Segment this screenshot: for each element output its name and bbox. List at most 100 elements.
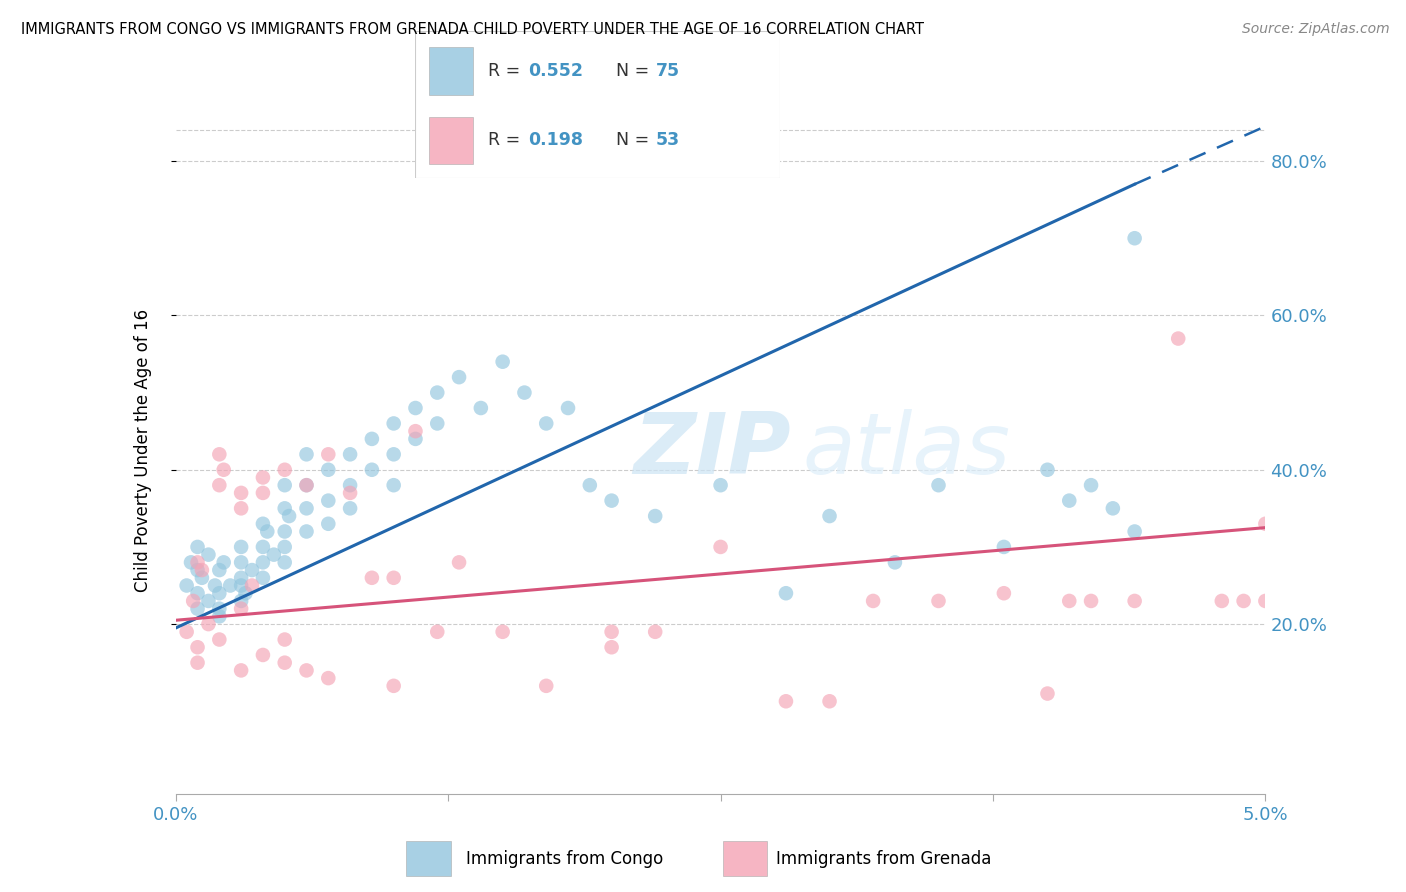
Point bbox=[274, 540, 297, 554]
Point bbox=[208, 563, 231, 577]
Point bbox=[252, 516, 274, 531]
Point bbox=[382, 679, 405, 693]
Point bbox=[295, 478, 318, 492]
Point bbox=[191, 571, 214, 585]
Text: R =: R = bbox=[488, 62, 526, 80]
Point bbox=[1123, 231, 1146, 245]
Point bbox=[818, 509, 841, 524]
Text: 0.552: 0.552 bbox=[529, 62, 583, 80]
Point bbox=[295, 447, 318, 461]
Point bbox=[252, 486, 274, 500]
Point bbox=[1080, 594, 1102, 608]
Point bbox=[231, 501, 253, 516]
Point bbox=[1036, 463, 1059, 477]
Point bbox=[274, 555, 297, 569]
Point bbox=[1254, 594, 1277, 608]
Point bbox=[181, 594, 204, 608]
Text: 75: 75 bbox=[657, 62, 681, 80]
Point bbox=[318, 516, 340, 531]
Point bbox=[492, 355, 515, 369]
Point bbox=[405, 401, 427, 415]
Point bbox=[204, 578, 226, 592]
Point bbox=[176, 578, 198, 592]
Point bbox=[360, 432, 382, 446]
Point bbox=[212, 555, 235, 569]
Point bbox=[278, 509, 301, 524]
Point bbox=[318, 447, 340, 461]
Point bbox=[219, 578, 242, 592]
Point bbox=[252, 540, 274, 554]
Point bbox=[252, 571, 274, 585]
Point bbox=[470, 401, 492, 415]
Point bbox=[274, 656, 297, 670]
Point bbox=[1254, 516, 1277, 531]
Point bbox=[186, 640, 209, 655]
Point bbox=[231, 664, 253, 678]
Point bbox=[775, 586, 797, 600]
Point bbox=[191, 563, 214, 577]
Point bbox=[1057, 493, 1080, 508]
Point bbox=[557, 401, 579, 415]
Point bbox=[710, 540, 733, 554]
Point bbox=[710, 478, 733, 492]
Point bbox=[208, 609, 231, 624]
Point bbox=[534, 417, 557, 431]
Point bbox=[928, 594, 950, 608]
Point bbox=[256, 524, 278, 539]
Point bbox=[231, 578, 253, 592]
Point bbox=[212, 463, 235, 477]
Point bbox=[274, 632, 297, 647]
Point bbox=[274, 478, 297, 492]
Text: Immigrants from Congo: Immigrants from Congo bbox=[467, 849, 664, 868]
Point bbox=[600, 493, 623, 508]
Point bbox=[382, 447, 405, 461]
Point bbox=[360, 463, 382, 477]
Point bbox=[1057, 594, 1080, 608]
Point bbox=[339, 486, 361, 500]
Point bbox=[180, 555, 202, 569]
Point bbox=[426, 385, 449, 400]
Text: atlas: atlas bbox=[803, 409, 1011, 492]
Point bbox=[197, 594, 219, 608]
Point bbox=[1167, 332, 1189, 346]
Point bbox=[1211, 594, 1233, 608]
Point bbox=[1080, 478, 1102, 492]
Point bbox=[240, 578, 263, 592]
Point bbox=[235, 586, 257, 600]
Point bbox=[644, 624, 666, 639]
Point bbox=[208, 601, 231, 615]
Point bbox=[197, 617, 219, 632]
Point bbox=[186, 555, 209, 569]
Point bbox=[274, 524, 297, 539]
Point bbox=[862, 594, 884, 608]
Point bbox=[295, 524, 318, 539]
Point bbox=[993, 540, 1015, 554]
Point bbox=[360, 571, 382, 585]
Point bbox=[339, 501, 361, 516]
Point bbox=[231, 540, 253, 554]
Point bbox=[186, 563, 209, 577]
Point bbox=[231, 594, 253, 608]
Point bbox=[993, 586, 1015, 600]
Point bbox=[252, 648, 274, 662]
Point bbox=[231, 601, 253, 615]
Point bbox=[186, 656, 209, 670]
Text: Source: ZipAtlas.com: Source: ZipAtlas.com bbox=[1241, 22, 1389, 37]
Point bbox=[208, 478, 231, 492]
Point bbox=[492, 624, 515, 639]
Text: R =: R = bbox=[488, 131, 526, 149]
Point bbox=[197, 548, 219, 562]
Point bbox=[928, 478, 950, 492]
Point bbox=[513, 385, 536, 400]
Point bbox=[231, 571, 253, 585]
Point bbox=[1123, 594, 1146, 608]
Text: IMMIGRANTS FROM CONGO VS IMMIGRANTS FROM GRENADA CHILD POVERTY UNDER THE AGE OF : IMMIGRANTS FROM CONGO VS IMMIGRANTS FROM… bbox=[21, 22, 924, 37]
Point bbox=[426, 417, 449, 431]
Point bbox=[1102, 501, 1125, 516]
Point bbox=[339, 478, 361, 492]
Point bbox=[318, 671, 340, 685]
Point bbox=[644, 509, 666, 524]
Text: Immigrants from Grenada: Immigrants from Grenada bbox=[776, 849, 991, 868]
Point bbox=[339, 447, 361, 461]
Point bbox=[186, 540, 209, 554]
